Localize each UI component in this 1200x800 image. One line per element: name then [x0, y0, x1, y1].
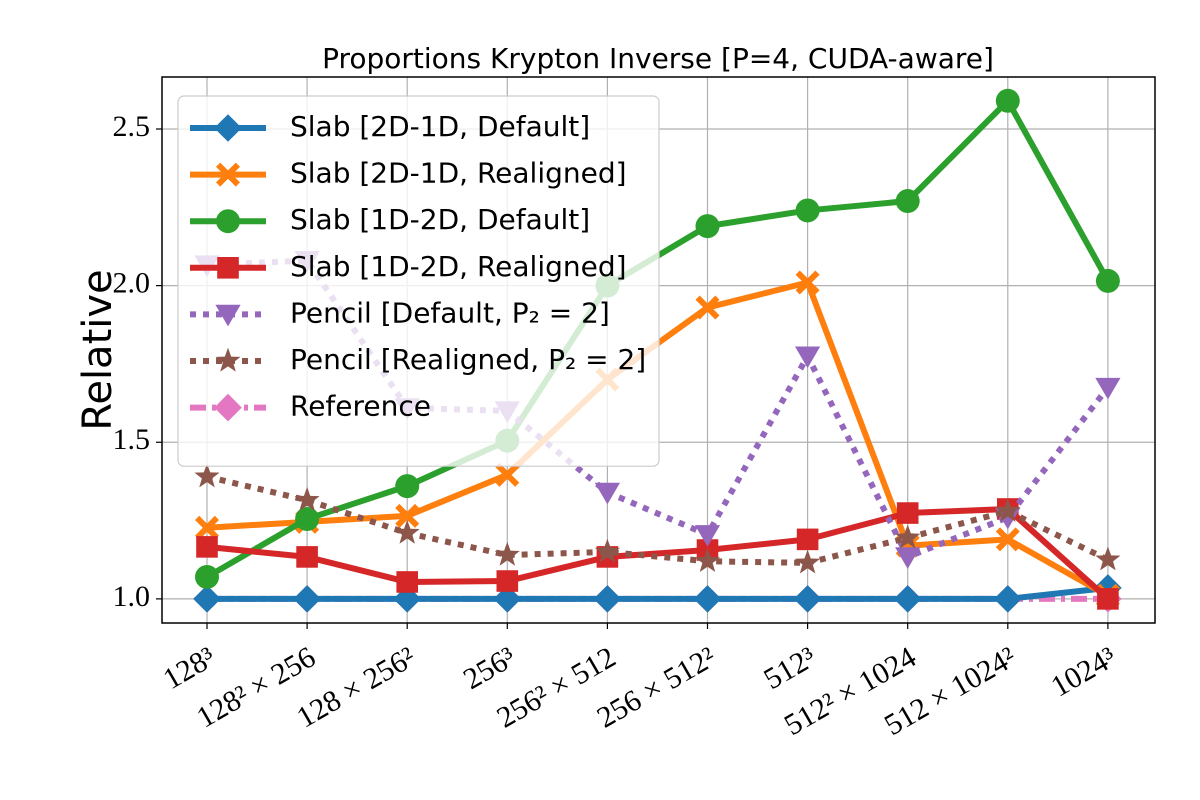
marker: [795, 198, 820, 223]
marker: [495, 462, 520, 487]
legend-label: Reference: [290, 390, 431, 423]
marker: [895, 524, 921, 549]
marker: [895, 189, 920, 214]
y-tick-label: 2.0: [113, 267, 151, 300]
marker: [893, 585, 922, 613]
marker: [195, 564, 219, 589]
legend-label: Slab [2D-1D, Default]: [290, 110, 590, 143]
marker: [795, 549, 821, 574]
marker: [695, 295, 720, 320]
marker: [795, 346, 821, 369]
marker: [215, 304, 241, 327]
marker: [295, 507, 320, 531]
marker: [795, 270, 820, 295]
y-tick-label: 1.5: [113, 423, 151, 456]
series-line: [206, 505, 1110, 602]
marker: [193, 585, 221, 613]
marker: [1095, 268, 1120, 293]
legend-box: [177, 95, 660, 467]
legend-label: Slab [1D-2D, Realigned]: [290, 250, 627, 283]
marker: [995, 497, 1021, 522]
marker: [896, 502, 919, 524]
marker: [995, 88, 1020, 113]
marker: [393, 585, 421, 613]
marker: [293, 585, 321, 613]
marker: [493, 585, 522, 613]
x-tick-label: 256³: [458, 640, 521, 696]
marker: [217, 257, 239, 279]
legend-label: Pencil [Default, P₂ = 2]: [290, 296, 610, 329]
marker: [215, 347, 241, 372]
plot-frame: [161, 76, 1156, 624]
marker: [216, 209, 240, 234]
marker: [694, 525, 721, 547]
y-axis-label: Relative: [75, 269, 121, 430]
marker: [196, 536, 218, 558]
marker: [395, 503, 420, 528]
marker: [694, 548, 721, 572]
marker: [214, 114, 242, 142]
marker: [693, 585, 722, 613]
marker: [1095, 377, 1121, 400]
marker: [395, 474, 420, 499]
marker: [695, 214, 720, 239]
marker: [296, 546, 318, 568]
marker: [594, 482, 620, 505]
marker: [793, 585, 822, 613]
marker: [194, 463, 220, 488]
y-tick-label: 1.0: [113, 580, 151, 613]
marker: [496, 570, 519, 592]
marker: [195, 515, 219, 540]
x-tick-label: 512³: [758, 640, 821, 696]
marker: [994, 585, 1022, 613]
marker: [214, 393, 242, 422]
marker: [594, 538, 620, 563]
marker: [216, 162, 240, 187]
legend-label: Pencil [Realigned, P₂ = 2]: [290, 343, 646, 376]
legend-label: Slab [1D-2D, Default]: [290, 203, 590, 236]
y-tick-label: 2.5: [113, 110, 151, 143]
marker: [1095, 546, 1121, 571]
series-line: [206, 257, 1111, 560]
chart-title: Proportions Krypton Inverse [P=4, CUDA-a…: [322, 42, 994, 75]
marker: [796, 528, 819, 551]
series-line: [207, 584, 1109, 602]
legend-label: Slab [2D-1D, Realigned]: [290, 157, 627, 190]
marker: [593, 585, 622, 613]
x-tick-label: 1024³: [1046, 640, 1122, 703]
marker: [494, 541, 520, 566]
marker: [995, 527, 1020, 552]
marker: [396, 571, 418, 593]
marker: [294, 487, 320, 511]
marker: [1097, 588, 1119, 610]
x-tick-label: 128³: [158, 640, 221, 696]
marker: [394, 519, 420, 544]
legend: Slab [2D-1D, Default] Slab [2D-1D, Realig…: [177, 95, 660, 467]
marker: [895, 547, 921, 569]
